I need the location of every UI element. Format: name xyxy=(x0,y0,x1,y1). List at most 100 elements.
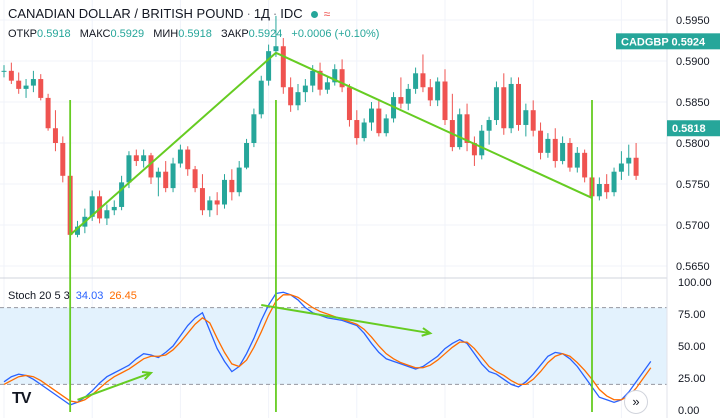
candle-body xyxy=(1,70,7,72)
candle-body xyxy=(383,118,389,134)
candle-body xyxy=(163,171,169,189)
stoch-line-d xyxy=(3,294,652,403)
candle-body xyxy=(552,138,558,162)
price-tick-label: 0.5950 xyxy=(676,15,710,27)
candle-body xyxy=(508,83,514,129)
candle-body xyxy=(148,155,154,178)
candle-body xyxy=(545,138,551,153)
price-tick-label: 0.5650 xyxy=(676,261,710,273)
stoch-line-k xyxy=(3,291,652,406)
stoch-tick-label: 25.00 xyxy=(678,373,706,385)
candle-body xyxy=(244,143,250,168)
chart-header: CANADIAN DOLLAR / BRITISH POUND · 1Д · IDC ≈ xyxy=(8,6,330,21)
candle-body xyxy=(339,69,345,88)
price-tick-label: 0.5700 xyxy=(676,220,710,232)
candle-body xyxy=(16,80,22,89)
candle-body xyxy=(567,143,573,168)
candle-body xyxy=(633,157,639,176)
candle-body xyxy=(464,114,470,143)
candle-body xyxy=(346,87,352,121)
stoch-name: Stoch 20 5 3 xyxy=(8,290,70,302)
candle-body xyxy=(126,155,132,183)
candle-body xyxy=(376,108,382,134)
annotation-arrowhead xyxy=(421,327,433,337)
candle-body xyxy=(493,87,499,121)
candle-body xyxy=(538,130,544,153)
candle-body xyxy=(501,87,507,129)
scroll-to-latest-button[interactable]: » xyxy=(624,390,648,414)
annotation-trend-line xyxy=(275,51,593,199)
candle-body xyxy=(302,85,308,93)
candle-body xyxy=(295,92,301,106)
candle-body xyxy=(141,155,147,162)
price-tick-label: 0.5850 xyxy=(676,97,710,109)
stoch-legend[interactable]: Stoch 20 5 3 34.03 26.45 xyxy=(8,290,137,302)
candle-body xyxy=(23,85,29,89)
open-label: ОТКР xyxy=(8,28,38,40)
ohlc-legend: ОТКР0.5918 МАКС0.5929 МИН0.5918 ЗАКР0.59… xyxy=(8,28,385,40)
price-badge xyxy=(667,120,720,137)
wave-icon: ≈ xyxy=(323,7,331,21)
candle-body xyxy=(133,155,139,162)
candle-body xyxy=(170,163,176,189)
stoch-d-value: 26.45 xyxy=(109,290,137,302)
low-label: МИН xyxy=(153,28,179,40)
candle-body xyxy=(266,51,272,81)
stoch-k-value: 34.03 xyxy=(75,290,104,302)
candle-body xyxy=(111,206,117,211)
candle-body xyxy=(611,171,617,193)
candle-body xyxy=(516,83,521,125)
candle-body xyxy=(280,46,286,88)
candle-body xyxy=(104,210,110,219)
stoch-tick-label: 0.00 xyxy=(678,405,699,417)
candle-body xyxy=(38,79,44,98)
price-tick-label: 0.5750 xyxy=(676,179,710,191)
candle-body xyxy=(427,87,433,101)
price-badge xyxy=(616,33,720,50)
candle-body xyxy=(45,97,51,129)
candle-body xyxy=(618,163,624,172)
candle-body xyxy=(369,108,374,123)
candle-body xyxy=(8,70,14,81)
annotation-trend-line xyxy=(69,52,277,236)
candle-body xyxy=(398,97,404,104)
interval-label[interactable]: 1Д xyxy=(253,6,270,21)
stoch-tick-label: 100.00 xyxy=(678,277,712,289)
candle-body xyxy=(30,79,36,86)
market-status-icon xyxy=(310,11,318,19)
candle-body xyxy=(236,167,242,193)
candle-body xyxy=(361,122,367,139)
price-badge-label: 0.5818 xyxy=(672,123,706,135)
high-label: МАКС xyxy=(79,28,111,40)
candle-body xyxy=(479,130,485,156)
candle-body xyxy=(471,143,477,156)
candle-body xyxy=(258,80,264,115)
candle-body xyxy=(523,110,529,125)
symbol-title[interactable]: CANADIAN DOLLAR / BRITISH POUND xyxy=(8,6,244,21)
candle-body xyxy=(97,196,103,219)
candle-body xyxy=(486,120,492,131)
candle-body xyxy=(324,82,330,90)
close-value: 0.5924 xyxy=(248,28,283,40)
candle-body xyxy=(574,152,580,168)
source-label: IDC xyxy=(280,6,303,21)
stoch-tick-label: 50.00 xyxy=(678,341,706,353)
candle-body xyxy=(317,70,323,90)
close-label: ЗАКР xyxy=(220,28,249,40)
candle-body xyxy=(199,188,205,211)
candle-body xyxy=(177,149,183,164)
candle-body xyxy=(332,69,338,83)
candle-body xyxy=(185,149,191,170)
candle-body xyxy=(596,184,602,197)
price-axis xyxy=(667,0,720,418)
candle-body xyxy=(214,200,220,205)
change-value: +0.0006 (+0.10%) xyxy=(291,28,380,40)
annotation-arrowhead xyxy=(141,370,154,381)
candle-body xyxy=(420,73,426,88)
candle-body xyxy=(192,169,198,189)
candle-body xyxy=(288,87,294,106)
separator: · xyxy=(246,6,251,21)
tradingview-logo[interactable]: TV xyxy=(12,390,31,407)
